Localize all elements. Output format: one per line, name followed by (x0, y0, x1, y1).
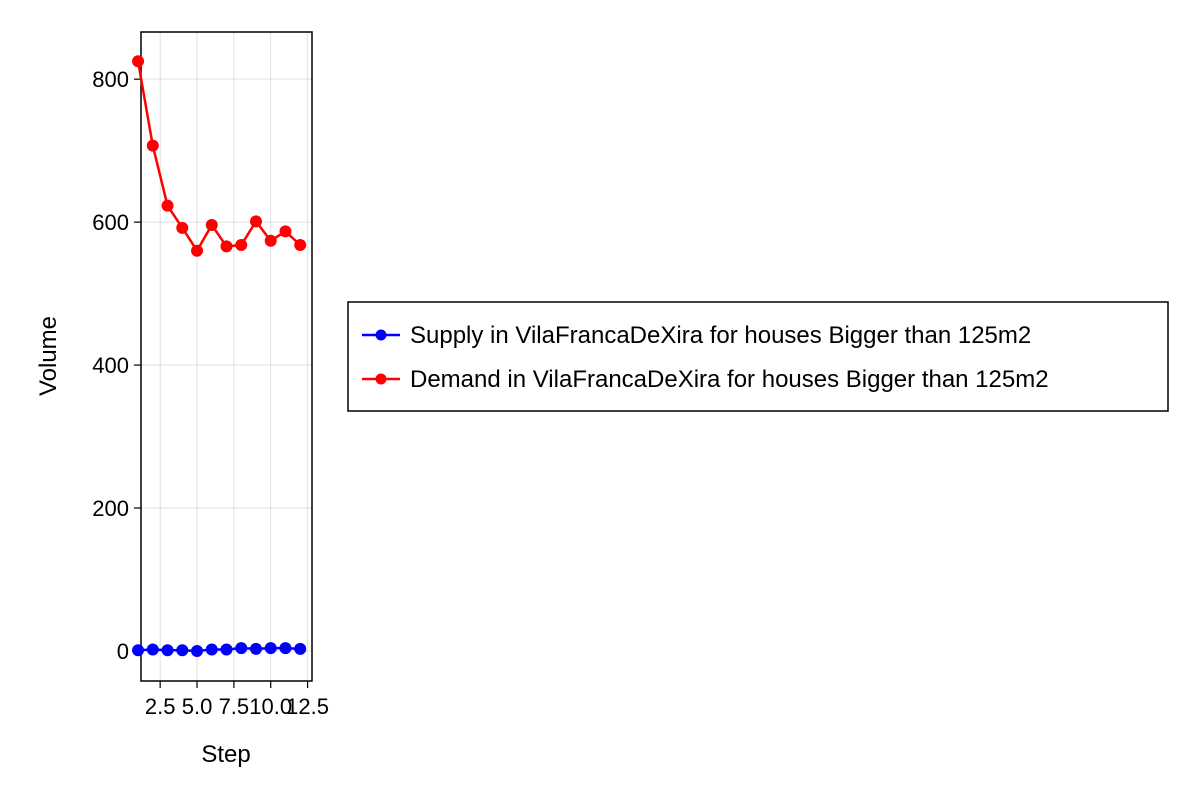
x-axis-ticks: 2.5 5.0 7.5 10.012.5 (145, 681, 329, 719)
x-tick-label: 5.0 (182, 694, 213, 719)
x-tick-label: 10.0 (249, 694, 292, 719)
demand-data-point (176, 221, 189, 234)
demand-data-point (205, 218, 218, 231)
supply-data-point (176, 644, 189, 657)
supply-data-point (235, 642, 248, 655)
demand-data-point (146, 139, 159, 152)
demand-data-point (191, 244, 204, 257)
demand-data-point (161, 199, 174, 212)
y-tick-label: 400 (92, 353, 129, 378)
supply-data-point (220, 643, 233, 656)
demand-data-point (249, 215, 262, 228)
supply-data-point (264, 642, 277, 655)
legend-label-supply: Supply in VilaFrancaDeXira for houses Bi… (410, 322, 1031, 349)
legend-box (347, 301, 1169, 412)
demand-data-point (264, 234, 277, 247)
legend-marker-demand (375, 373, 387, 385)
demand-data-point (132, 55, 145, 68)
supply-data-point (146, 643, 159, 656)
demand-data-point (294, 238, 307, 251)
demand-data-point (279, 225, 292, 238)
y-tick-label: 600 (92, 210, 129, 235)
y-tick-label: 0 (117, 639, 129, 664)
x-tick-label: 12.5 (286, 694, 329, 719)
y-axis-ticks: 0 200 400 600 800 (92, 67, 141, 664)
y-tick-label: 800 (92, 67, 129, 92)
y-axis-label: Volume (35, 316, 62, 396)
supply-data-point (294, 642, 307, 655)
demand-data-point (220, 240, 233, 253)
legend-label-demand: Demand in VilaFrancaDeXira for houses Bi… (410, 366, 1049, 393)
x-tick-label: 7.5 (219, 694, 250, 719)
legend-marker-supply (375, 329, 387, 341)
supply-data-point (205, 643, 218, 656)
x-axis-label: Step (201, 741, 250, 768)
supply-data-point (249, 642, 262, 655)
y-tick-label: 200 (92, 496, 129, 521)
legend: Supply in VilaFrancaDeXira for houses Bi… (347, 301, 1169, 412)
supply-data-point (191, 644, 204, 657)
demand-data-point (235, 238, 248, 251)
supply-data-point (279, 642, 292, 655)
grid-lines (141, 32, 312, 681)
plot-area (140, 31, 313, 682)
supply-data-point (132, 644, 145, 657)
series-layer (132, 55, 307, 657)
supply-data-point (161, 644, 174, 657)
x-tick-label: 2.5 (145, 694, 176, 719)
